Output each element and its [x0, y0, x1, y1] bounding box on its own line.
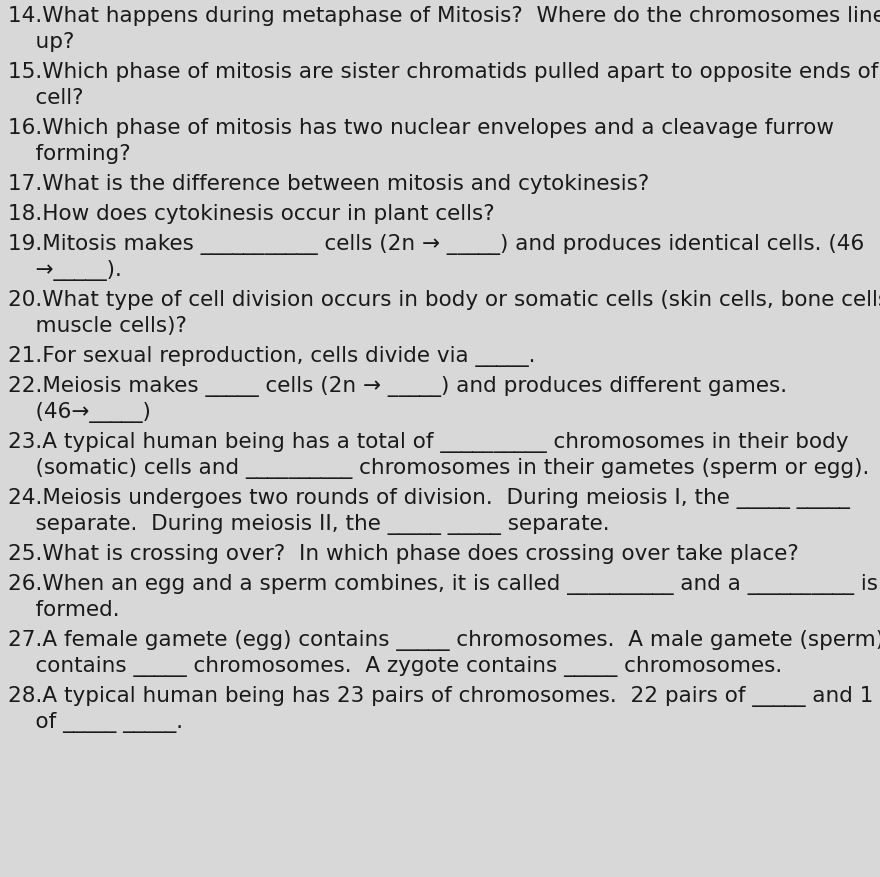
- Text: 14.What happens during metaphase of Mitosis?  Where do the chromosomes line: 14.What happens during metaphase of Mito…: [8, 6, 880, 26]
- Text: 23.A typical human being has a total of __________ chromosomes in their body: 23.A typical human being has a total of …: [8, 431, 848, 453]
- Text: →_____).: →_____).: [8, 260, 121, 281]
- Text: 19.Mitosis makes ___________ cells (2n → _____) and produces identical cells. (4: 19.Mitosis makes ___________ cells (2n →…: [8, 234, 864, 254]
- Text: 26.When an egg and a sperm combines, it is called __________ and a __________ is: 26.When an egg and a sperm combines, it …: [8, 574, 878, 595]
- Text: of _____ _____.: of _____ _____.: [8, 711, 183, 732]
- Text: 20.What type of cell division occurs in body or somatic cells (skin cells, bone : 20.What type of cell division occurs in …: [8, 289, 880, 310]
- Text: forming?: forming?: [8, 144, 130, 164]
- Text: 25.What is crossing over?  In which phase does crossing over take place?: 25.What is crossing over? In which phase…: [8, 544, 799, 563]
- Text: 21.For sexual reproduction, cells divide via _____.: 21.For sexual reproduction, cells divide…: [8, 346, 576, 367]
- Text: 22.Meiosis makes _____ cells (2n → _____) and produces different games.: 22.Meiosis makes _____ cells (2n → _____…: [8, 375, 787, 396]
- Text: contains _____ chromosomes.  A zygote contains _____ chromosomes.: contains _____ chromosomes. A zygote con…: [8, 655, 782, 676]
- Text: muscle cells)?: muscle cells)?: [8, 316, 187, 336]
- Text: 18.How does cytokinesis occur in plant cells?: 18.How does cytokinesis occur in plant c…: [8, 203, 495, 224]
- Text: (46→_____): (46→_____): [8, 402, 150, 423]
- Text: 24.Meiosis undergoes two rounds of division.  During meiosis I, the _____ _____: 24.Meiosis undergoes two rounds of divis…: [8, 488, 850, 509]
- Text: up?: up?: [8, 32, 75, 52]
- Text: 27.A female gamete (egg) contains _____ chromosomes.  A male gamete (sperm): 27.A female gamete (egg) contains _____ …: [8, 630, 880, 650]
- Text: 28.A typical human being has 23 pairs of chromosomes.  22 pairs of _____ and 1 p: 28.A typical human being has 23 pairs of…: [8, 685, 880, 706]
- Text: separate.  During meiosis II, the _____ _____ separate.: separate. During meiosis II, the _____ _…: [8, 513, 610, 534]
- Text: cell?: cell?: [8, 88, 84, 108]
- Text: (somatic) cells and __________ chromosomes in their gametes (sperm or egg).: (somatic) cells and __________ chromosom…: [8, 458, 869, 479]
- Text: 17.What is the difference between mitosis and cytokinesis?: 17.What is the difference between mitosi…: [8, 174, 649, 194]
- Text: 16.Which phase of mitosis has two nuclear envelopes and a cleavage furrow: 16.Which phase of mitosis has two nuclea…: [8, 118, 834, 138]
- Text: formed.: formed.: [8, 599, 120, 619]
- Text: 15.Which phase of mitosis are sister chromatids pulled apart to opposite ends of: 15.Which phase of mitosis are sister chr…: [8, 62, 880, 82]
